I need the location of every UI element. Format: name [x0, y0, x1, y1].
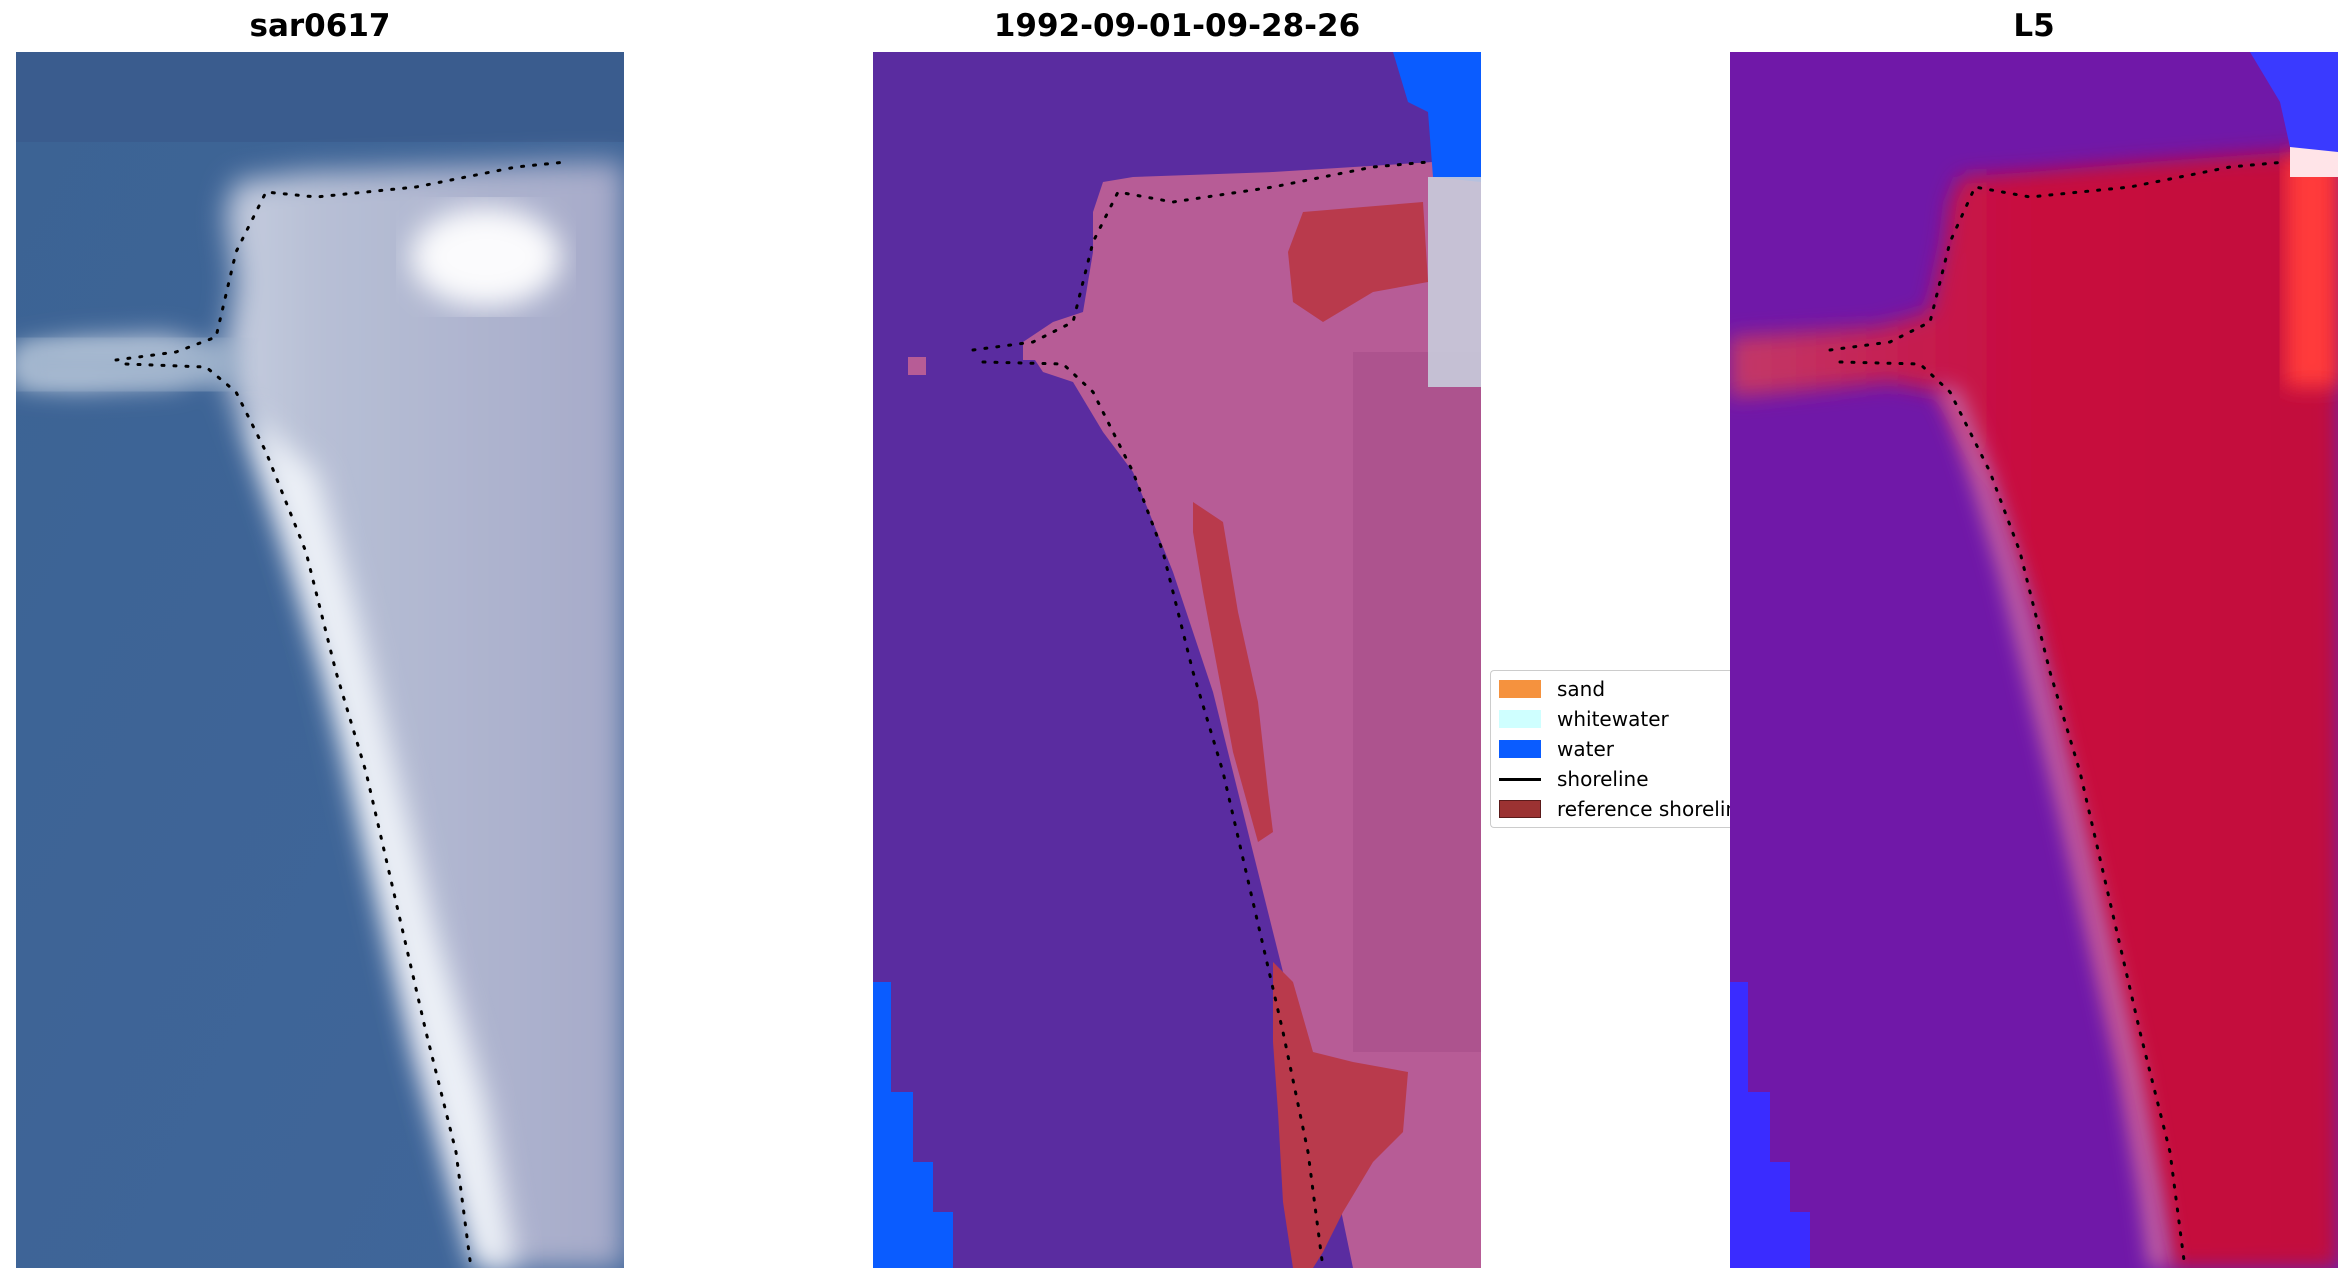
legend-label: water	[1557, 737, 1614, 761]
legend-label: reference shoreline	[1557, 797, 1730, 821]
index-panel	[1730, 52, 2338, 1268]
classification-panel	[873, 52, 1481, 1268]
legend-label: sand	[1557, 677, 1606, 701]
whitewater-swatch	[1499, 710, 1541, 728]
panel-title-classification: 1992-09-01-09-28-26	[993, 8, 1361, 44]
legend-item-water: water	[1499, 735, 1730, 763]
legend-item-whitewater: whitewater	[1499, 705, 1730, 733]
legend-item-shoreline: shoreline	[1499, 765, 1730, 793]
water-swatch	[1499, 740, 1541, 758]
rgb-image-panel	[16, 52, 624, 1268]
reference-shoreline-swatch	[1499, 800, 1541, 818]
legend-item-sand: sand	[1499, 675, 1730, 703]
rgb-image	[16, 52, 624, 1268]
panel-title-rgb: sar0617	[249, 8, 391, 44]
legend: sand whitewater water shoreline referenc…	[1490, 670, 1730, 828]
sand-swatch	[1499, 680, 1541, 698]
legend-label: shoreline	[1557, 767, 1649, 791]
panel-title-index: L5	[2013, 8, 2055, 44]
classification-map	[873, 52, 1481, 1268]
legend-item-reference-shoreline: reference shoreline	[1499, 795, 1730, 823]
index-map	[1730, 52, 2338, 1268]
legend-label: whitewater	[1557, 707, 1669, 731]
shoreline-line-swatch	[1499, 777, 1541, 781]
